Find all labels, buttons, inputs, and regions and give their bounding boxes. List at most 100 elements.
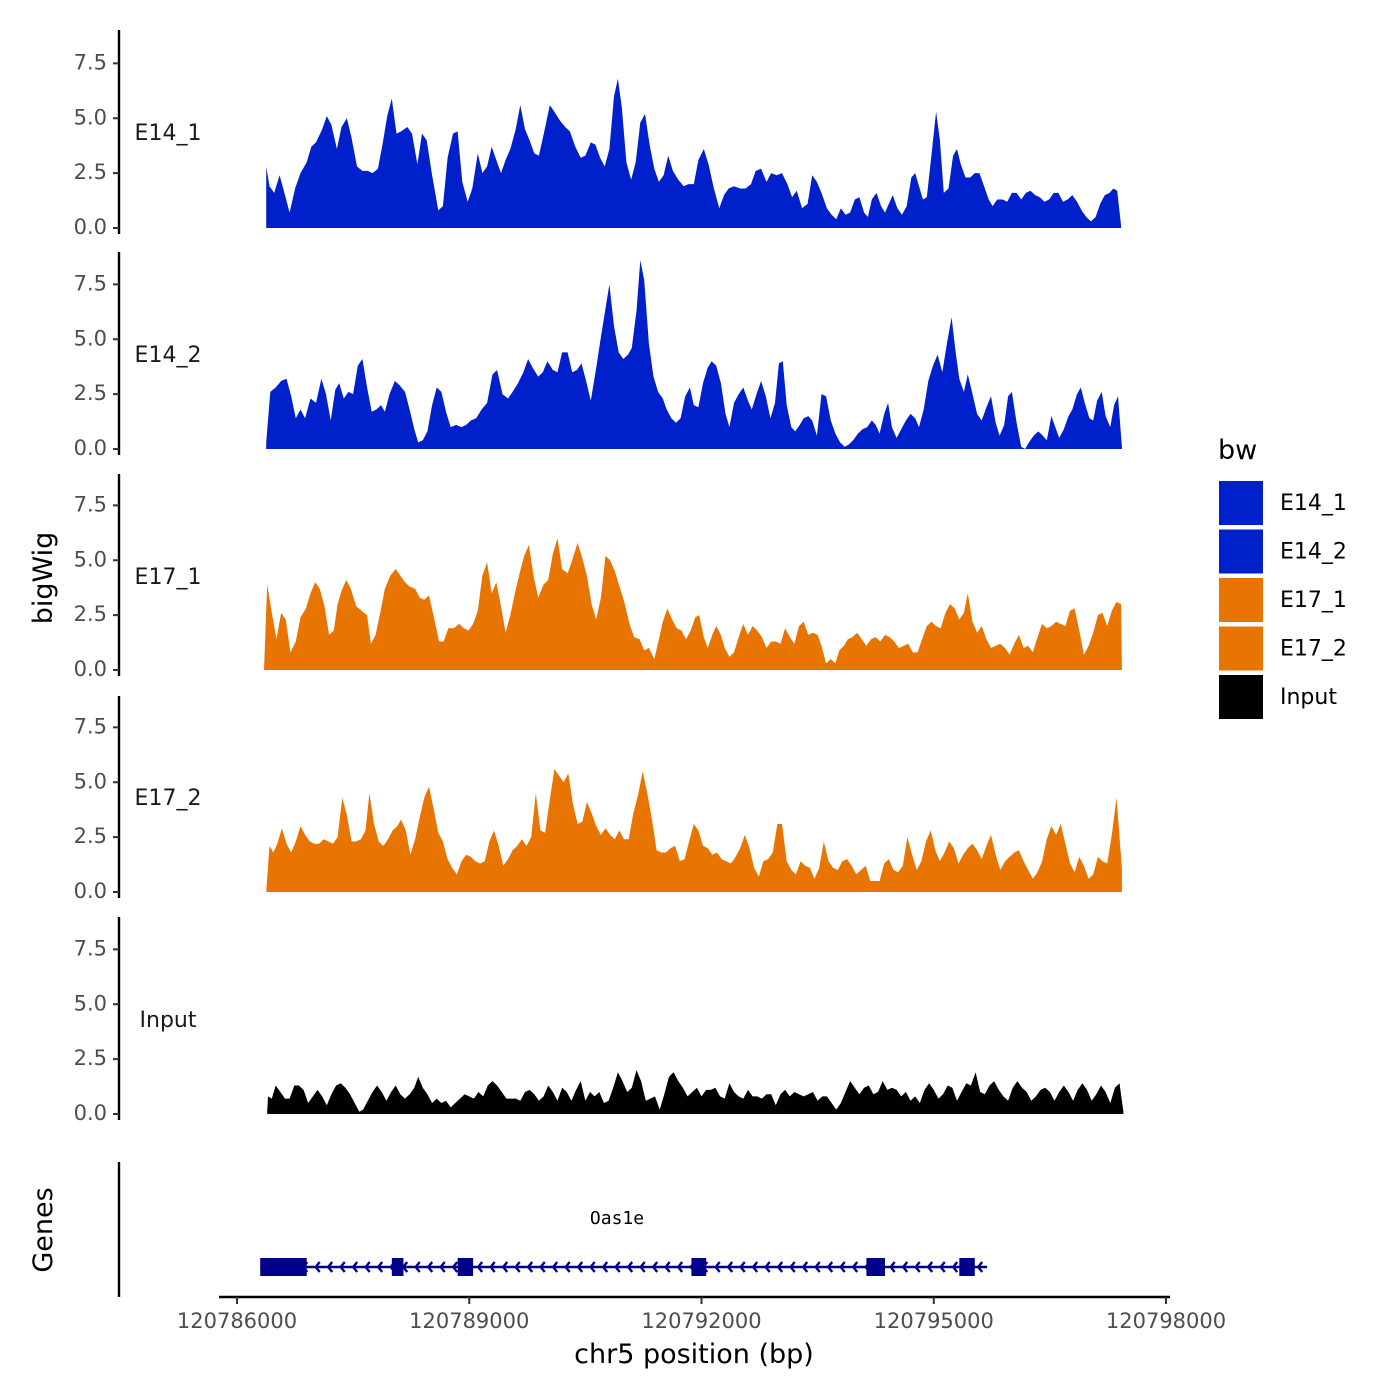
legend-swatch-input: [1217, 673, 1265, 721]
strand-arrow: [651, 1261, 659, 1273]
track-label-e14-1: E14_1: [135, 121, 202, 146]
strand-arrow: [614, 1261, 621, 1273]
x-tick-label: 120786000: [177, 1309, 297, 1333]
y-axis-title: bigWig: [28, 532, 59, 625]
y-tick-label: 5.0: [74, 326, 107, 350]
y-tick-label: 2.5: [74, 824, 107, 848]
y-tick-label: 0.0: [74, 215, 107, 239]
y-tick-label: 5.0: [74, 547, 107, 571]
y-tick-label: 0.0: [74, 436, 107, 460]
legend-swatch-e17-1: [1217, 576, 1265, 624]
exon: [959, 1258, 975, 1276]
track-label-e17-1: E17_1: [135, 565, 202, 590]
exon: [260, 1258, 307, 1276]
y-tick-label: 7.5: [74, 492, 107, 516]
strand-arrow: [926, 1261, 934, 1273]
y-tick-label: 2.5: [74, 160, 107, 184]
area-e17-1: [264, 538, 1122, 670]
legend-label-e14-1: E14_1: [1280, 491, 1347, 516]
strand-arrow: [976, 1261, 984, 1273]
strand-arrow: [664, 1261, 671, 1273]
y-tick-label: 2.5: [74, 1046, 107, 1070]
legend-swatch-e17-2: [1217, 624, 1265, 673]
strand-arrow: [476, 1261, 484, 1273]
strand-arrow: [576, 1261, 584, 1273]
strand-arrow: [589, 1261, 596, 1273]
y-tick-label: 7.5: [74, 271, 107, 295]
strand-arrow: [789, 1261, 796, 1273]
strand-arrow: [951, 1261, 959, 1273]
strand-arrow: [551, 1261, 559, 1273]
exon: [391, 1258, 404, 1276]
strand-arrow: [764, 1261, 771, 1273]
x-tick-label: 120798000: [1106, 1309, 1226, 1333]
strand-arrow: [739, 1261, 746, 1273]
strand-arrow: [351, 1261, 359, 1273]
track-label-input: Input: [140, 1008, 197, 1033]
exon: [457, 1258, 474, 1276]
strand-arrow: [314, 1261, 321, 1273]
y-tick-label: 7.5: [74, 714, 107, 738]
gene-label-oas1e: Oas1e: [590, 1208, 644, 1229]
strand-arrow: [501, 1261, 509, 1273]
area-input: [267, 1070, 1124, 1114]
strand-arrow: [376, 1261, 384, 1273]
strand-arrow: [851, 1261, 859, 1273]
strand-arrow: [889, 1261, 896, 1273]
strand-arrow: [364, 1261, 371, 1273]
legend-swatch-e14-1: [1217, 479, 1265, 527]
track-label-e17-2: E17_2: [135, 786, 202, 811]
legend-label-e17-1: E17_1: [1280, 588, 1347, 613]
strand-arrow: [901, 1261, 909, 1273]
legend-label-e17-2: E17_2: [1280, 637, 1347, 662]
strand-arrow: [826, 1261, 834, 1273]
strand-arrow: [414, 1261, 421, 1273]
legend-label-e14-2: E14_2: [1280, 540, 1347, 565]
strand-arrow: [639, 1261, 646, 1273]
strand-arrow: [726, 1261, 734, 1273]
strand-arrow: [339, 1261, 346, 1273]
y-tick-label: 0.0: [74, 879, 107, 903]
legend: bw E14_1 E14_2 E17_1 E17_2 Input: [1217, 435, 1347, 721]
track-labels-layer: E14_1 E14_2 E17_1 E17_2 Input: [135, 121, 202, 1033]
strand-arrow: [814, 1261, 821, 1273]
genes-axis-title: Genes: [28, 1187, 59, 1272]
strand-arrow: [776, 1261, 784, 1273]
strand-arrow: [539, 1261, 546, 1273]
area-e17-2: [266, 769, 1122, 892]
y-tick-label: 0.0: [74, 1101, 107, 1125]
strand-arrow: [326, 1261, 334, 1273]
y-tick-label: 2.5: [74, 381, 107, 405]
exon: [691, 1258, 707, 1276]
strand-arrow: [451, 1261, 459, 1273]
area-e14-2: [266, 260, 1122, 449]
strand-arrow: [564, 1261, 571, 1273]
strand-arrow: [939, 1261, 946, 1273]
strand-arrow: [489, 1261, 496, 1273]
strand-arrow: [526, 1261, 534, 1273]
legend-swatch-e14-2: [1217, 527, 1265, 576]
area-e14-1: [266, 78, 1122, 228]
y-tick-label: 7.5: [74, 936, 107, 960]
strand-arrow: [426, 1261, 434, 1273]
strand-arrow: [601, 1261, 609, 1273]
y-tick-label: 7.5: [74, 50, 107, 74]
y-tick-label: 0.0: [74, 657, 107, 681]
strand-arrow: [514, 1261, 521, 1273]
y-tick-label: 5.0: [74, 769, 107, 793]
x-tick-label: 120789000: [409, 1309, 529, 1333]
gene-track: Oas1e: [117, 1162, 988, 1297]
strand-arrow: [751, 1261, 759, 1273]
legend-title: bw: [1218, 435, 1257, 466]
track-label-e14-2: E14_2: [135, 343, 202, 368]
strand-arrow: [714, 1261, 721, 1273]
strand-arrow: [839, 1261, 846, 1273]
legend-label-input: Input: [1280, 685, 1337, 710]
strand-arrow: [914, 1261, 921, 1273]
x-tick-label: 120795000: [874, 1309, 994, 1333]
y-tick-label: 2.5: [74, 602, 107, 626]
strand-arrow: [801, 1261, 809, 1273]
x-axis: 120786000 120789000 120792000 120795000 1207…: [177, 1295, 1226, 1333]
strand-arrow: [439, 1261, 446, 1273]
